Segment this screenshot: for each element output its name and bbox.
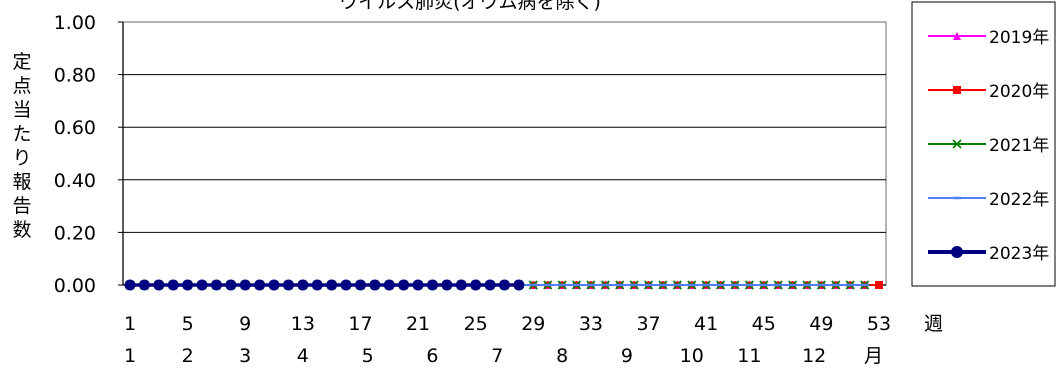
x-tick-label-0: 1: [124, 313, 136, 335]
month-labels: 1 2 3 4 5 6 7 8 9 10 11 12: [124, 345, 826, 367]
y-axis-label-char-5: 報: [12, 171, 31, 193]
point-4-10: [254, 279, 266, 291]
x-tick-label-7: 29: [521, 313, 545, 335]
y-axis-label-char-2: 当: [12, 99, 31, 121]
legend-marker-0: [953, 32, 961, 40]
y-tick-labels: 0.00 0.20 0.40 0.60 0.80 1.00: [54, 12, 123, 297]
point-4-16: [340, 279, 352, 291]
point-4-23: [441, 279, 453, 291]
y-tick-label-0: 0.00: [54, 275, 96, 297]
x-tick-label-3: 13: [291, 313, 315, 335]
point-4-24: [455, 279, 467, 291]
point-4-1: [124, 279, 136, 291]
x-tick-label-12: 49: [809, 313, 833, 335]
x-tick-label-8: 33: [579, 313, 603, 335]
y-axis-label-char-7: 数: [12, 219, 31, 241]
x-unit-label: 週: [924, 313, 943, 335]
y-axis-label-char-1: 点: [12, 75, 31, 97]
month-label-11: 12: [802, 345, 826, 367]
x-tick-label-2: 9: [239, 313, 251, 335]
y-tick-label-1: 0.20: [54, 222, 96, 244]
point-4-28: [513, 279, 525, 291]
x-tick-labels: 1 5 9 13 17 21 25 29 33 37 41 45 49 53: [124, 281, 891, 335]
month-label-8: 9: [621, 345, 633, 367]
month-label-1: 2: [182, 345, 194, 367]
point-4-4: [167, 279, 179, 291]
legend: 2019年 2020年 2021年 2022年 2023年: [911, 1, 1056, 287]
point-4-22: [426, 279, 438, 291]
month-unit-label: 月: [864, 345, 883, 367]
plot-frame: [122, 21, 887, 286]
legend-marker-1: [953, 86, 961, 94]
chart-title: ウイルス肺炎(オウム病を除く): [339, 0, 601, 13]
point-4-15: [326, 279, 338, 291]
month-label-0: 1: [124, 345, 136, 367]
x-tick-label-1: 5: [182, 313, 194, 335]
month-label-4: 5: [362, 345, 374, 367]
point-4-5: [182, 279, 194, 291]
point-4-2: [138, 279, 150, 291]
point-4-18: [369, 279, 381, 291]
y-tick-label-2: 0.40: [54, 170, 96, 192]
plot-area: [122, 21, 887, 286]
point-4-25: [470, 279, 482, 291]
point-4-14: [311, 279, 323, 291]
x-tick-label-4: 17: [348, 313, 372, 335]
y-axis-label-char-4: り: [12, 147, 31, 169]
point-4-12: [282, 279, 294, 291]
point-4-3: [153, 279, 165, 291]
point-4-7: [210, 279, 222, 291]
x-tick-label-9: 37: [636, 313, 660, 335]
y-axis-label-char-6: 告: [12, 195, 31, 217]
x-tick-label-13: 53: [867, 313, 891, 335]
point-1-53: [875, 281, 883, 289]
point-4-17: [354, 279, 366, 291]
point-4-19: [383, 279, 395, 291]
series-layer: [124, 279, 883, 291]
point-4-6: [196, 279, 208, 291]
y-tick-label-5: 1.00: [54, 12, 96, 34]
point-4-26: [484, 279, 496, 291]
point-4-11: [268, 279, 280, 291]
legend-label-4: 2023年: [989, 244, 1049, 264]
legend-marker-4: [951, 246, 963, 258]
point-4-9: [239, 279, 251, 291]
point-4-8: [225, 279, 237, 291]
point-4-13: [297, 279, 309, 291]
month-label-9: 10: [680, 345, 704, 367]
y-tick-label-4: 0.80: [54, 65, 96, 87]
legend-label-0: 2019年: [989, 28, 1049, 48]
x-tick-label-5: 21: [406, 313, 430, 335]
series-2023年: [124, 279, 525, 291]
month-label-6: 7: [491, 345, 503, 367]
point-4-27: [499, 279, 510, 291]
point-4-20: [398, 279, 410, 291]
y-axis-label-char-3: た: [12, 123, 31, 145]
month-label-5: 6: [426, 345, 438, 367]
y-tick-label-3: 0.60: [54, 117, 96, 139]
legend-marker-2: [952, 139, 962, 149]
x-tick-label-6: 25: [464, 313, 488, 335]
y-axis-label-char-0: 定: [12, 51, 31, 73]
month-label-3: 4: [297, 345, 309, 367]
month-label-10: 11: [737, 345, 761, 367]
legend-label-3: 2022年: [989, 190, 1049, 210]
month-label-2: 3: [239, 345, 251, 367]
point-4-21: [412, 279, 424, 291]
legend-label-2: 2021年: [989, 136, 1049, 156]
x-tick-label-11: 45: [752, 313, 776, 335]
month-label-7: 8: [556, 345, 568, 367]
x-tick-label-10: 41: [694, 313, 718, 335]
legend-label-1: 2020年: [989, 82, 1049, 102]
